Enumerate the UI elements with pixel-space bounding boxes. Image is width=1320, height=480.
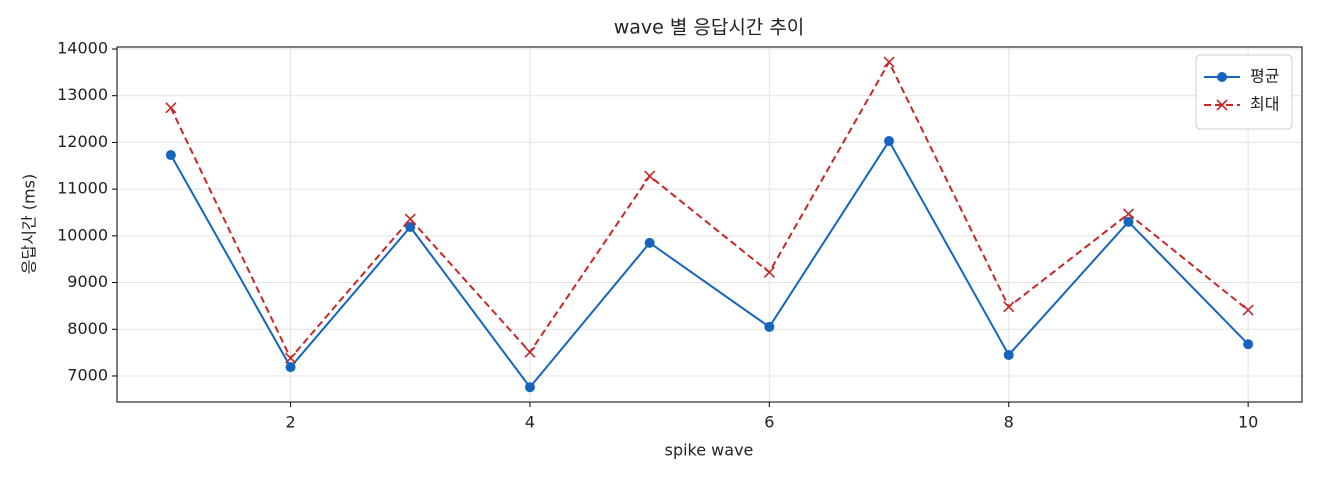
- point: [883, 56, 895, 68]
- x-tick-label: 6: [764, 413, 774, 432]
- point: [1242, 304, 1254, 316]
- point: [644, 237, 655, 248]
- point: [284, 352, 297, 364]
- point: [1003, 301, 1015, 313]
- point: [1123, 216, 1134, 227]
- point: [285, 362, 296, 373]
- y-tick-label: 8000: [67, 319, 108, 338]
- x-tick-label: 4: [525, 413, 535, 432]
- y-tick-label: 11000: [57, 179, 108, 198]
- y-tick-label: 7000: [67, 365, 108, 384]
- x-axis-label: spike wave: [665, 441, 754, 460]
- y-axis-label: 응답시간 (ms): [20, 174, 39, 274]
- y-tick-label: 12000: [57, 132, 108, 151]
- point: [1122, 208, 1135, 220]
- point: [1243, 339, 1254, 350]
- y-tick-label: 10000: [57, 225, 108, 244]
- legend-label: 평균: [1250, 67, 1279, 86]
- legend-label: 최대: [1250, 95, 1279, 114]
- point: [1003, 349, 1014, 360]
- point: [644, 170, 656, 182]
- chart-title: wave 별 응답시간 추이: [614, 17, 805, 39]
- point: [165, 102, 177, 114]
- y-tick-label: 9000: [67, 272, 108, 291]
- series-line: [169, 59, 1249, 361]
- legend-marker: [1216, 99, 1228, 111]
- x-tick-label: 2: [285, 413, 295, 432]
- point: [404, 213, 416, 225]
- point: [763, 266, 775, 278]
- legend-marker: [1217, 72, 1227, 82]
- y-tick-label: 14000: [57, 39, 108, 58]
- series-line: [169, 139, 1249, 389]
- y-tick-label: 13000: [57, 85, 108, 104]
- point: [524, 382, 535, 393]
- point: [764, 321, 775, 332]
- plot-frame: [116, 46, 1303, 403]
- point: [524, 346, 536, 358]
- point: [405, 221, 416, 232]
- point: [884, 136, 895, 147]
- x-tick-label: 8: [1004, 413, 1014, 432]
- x-tick-label: 10: [1238, 413, 1258, 432]
- point: [165, 150, 176, 161]
